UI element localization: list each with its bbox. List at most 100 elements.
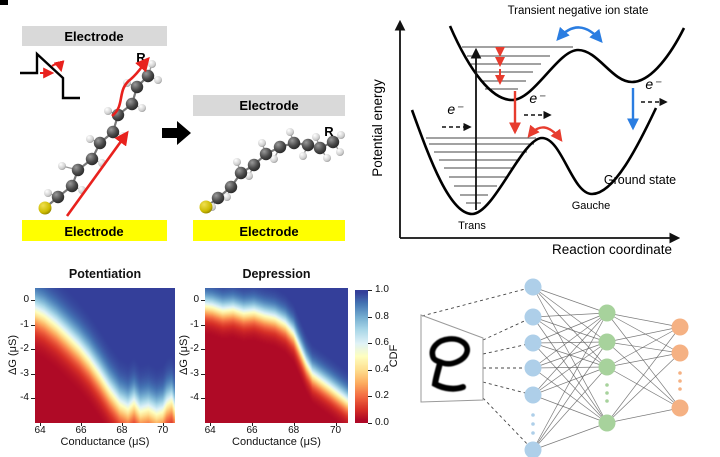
output-node: [671, 344, 689, 362]
x-axis-label: Reaction coordinate: [552, 242, 672, 257]
electron-label-out: e⁻: [645, 76, 662, 92]
network-edge: [532, 341, 608, 369]
network-edge: [532, 286, 608, 368]
colorbar-tick-mark: [368, 423, 372, 424]
voltage-pulse-waveform: [20, 51, 80, 100]
red-isomerization-arrow: [527, 124, 563, 142]
input-node: [524, 334, 542, 352]
network-edge: [606, 326, 681, 343]
bottom-electrode-bar-right: [193, 220, 345, 241]
x-tick-label: 68: [116, 425, 128, 436]
colorbar-tick-mark: [368, 343, 372, 345]
hydrogen-atoms: [208, 128, 345, 211]
top-electrode-bar-left: [22, 26, 167, 46]
network-edge: [606, 341, 681, 354]
xlabel-depression: Conductance (μS): [232, 436, 321, 448]
ellipsis-dot: [678, 371, 682, 375]
x-tick-label: 66: [246, 425, 258, 436]
ellipsis-dot: [605, 399, 609, 403]
x-tick-mark: [293, 423, 295, 426]
x-tick-label: 64: [34, 425, 46, 436]
network-edge: [606, 352, 681, 424]
network-edge: [606, 312, 681, 354]
network-edge: [606, 326, 681, 424]
y-tick-mark: [201, 324, 205, 326]
neural-network-panel: [420, 278, 689, 457]
network-edge: [606, 312, 681, 409]
network-edge: [532, 312, 608, 451]
x-tick-mark: [81, 423, 82, 426]
molecule-tilted: R: [38, 50, 162, 215]
x-tick-mark: [210, 423, 212, 426]
network-edge: [532, 312, 608, 344]
blue-isomerization-arrow: [556, 26, 603, 43]
hidden-node: [598, 333, 616, 351]
y-axis-label: Potential energy: [370, 79, 385, 177]
network-edge: [532, 341, 608, 344]
trans-label: Trans: [458, 220, 486, 232]
substituent-r-label-right: R: [324, 124, 334, 139]
diagram-title: Transient negative ion state: [508, 5, 649, 17]
top-electrode-label-left: Electrode: [64, 29, 123, 44]
sulfur-atom: [38, 201, 52, 215]
colorbar-tick-label: 0.0: [375, 417, 389, 428]
input-node: [524, 386, 542, 404]
pixel-to-input-dashed-line: [482, 342, 534, 355]
y-tick-mark: [201, 373, 205, 375]
x-tick-label: 64: [204, 425, 216, 436]
network-edge: [606, 352, 681, 368]
network-edge: [532, 286, 608, 343]
network-edge: [606, 366, 681, 409]
network-edge: [532, 341, 608, 396]
network-edges: [532, 286, 681, 451]
y-tick-label: -3: [20, 367, 29, 379]
y-tick-mark: [31, 373, 35, 375]
y-tick-label: -1: [20, 318, 29, 330]
colorbar-tick-mark: [368, 290, 372, 291]
x-tick-mark: [121, 423, 123, 426]
vibrational-levels-excited: [462, 46, 573, 90]
ground-state-label: Ground state: [604, 173, 676, 187]
electron-wavy-arrow: [111, 56, 150, 118]
colorbar-tick-mark: [368, 316, 372, 318]
ellipsis-dot: [678, 379, 682, 383]
bottom-electrode-label-right: Electrode: [239, 224, 298, 239]
network-edge: [532, 286, 608, 314]
pixel-to-input-dashed-line: [482, 397, 534, 451]
colorbar-tick-label: 0.6: [375, 337, 389, 349]
colorbar-tick-label: 0.4: [375, 363, 389, 375]
input-node: [524, 308, 542, 326]
handwritten-digit: [429, 336, 471, 392]
network-edge: [532, 312, 608, 396]
network-edge: [532, 316, 608, 343]
bottom-electrode-label-left: Electrode: [64, 224, 123, 239]
vibrational-levels-ground: [426, 137, 536, 204]
bottom-electrode-bar-left: [22, 220, 167, 241]
y-tick-mark: [201, 300, 205, 301]
network-edge: [606, 326, 681, 368]
y-tick-mark: [31, 349, 35, 351]
input-dashed-lines: [421, 286, 534, 451]
y-tick-label: -2: [20, 343, 29, 355]
network-edge: [532, 341, 608, 451]
electron-label-mid: e⁻: [529, 90, 546, 106]
ellipsis-dot: [531, 422, 535, 426]
network-edge: [606, 312, 681, 328]
potentiation-heatmap: [35, 288, 175, 423]
y-tick-label: -3: [190, 367, 199, 379]
network-nodes: [524, 278, 689, 457]
colorbar-tick-label: 0.2: [375, 390, 389, 402]
y-tick-label: 0: [23, 294, 29, 305]
ground-state-curve: [410, 107, 658, 216]
y-tick-mark: [31, 300, 35, 301]
depression-heatmap: [205, 288, 348, 423]
transition-arrow: [162, 121, 191, 145]
corner-crop-mark: [0, 0, 8, 5]
x-tick-mark: [335, 423, 337, 426]
x-tick-mark: [252, 423, 253, 426]
colorbar-tick-mark: [368, 369, 372, 371]
x-tick-label: 70: [157, 425, 169, 436]
ellipsis-dot: [531, 431, 535, 435]
electron-path-arrow: [65, 130, 129, 217]
